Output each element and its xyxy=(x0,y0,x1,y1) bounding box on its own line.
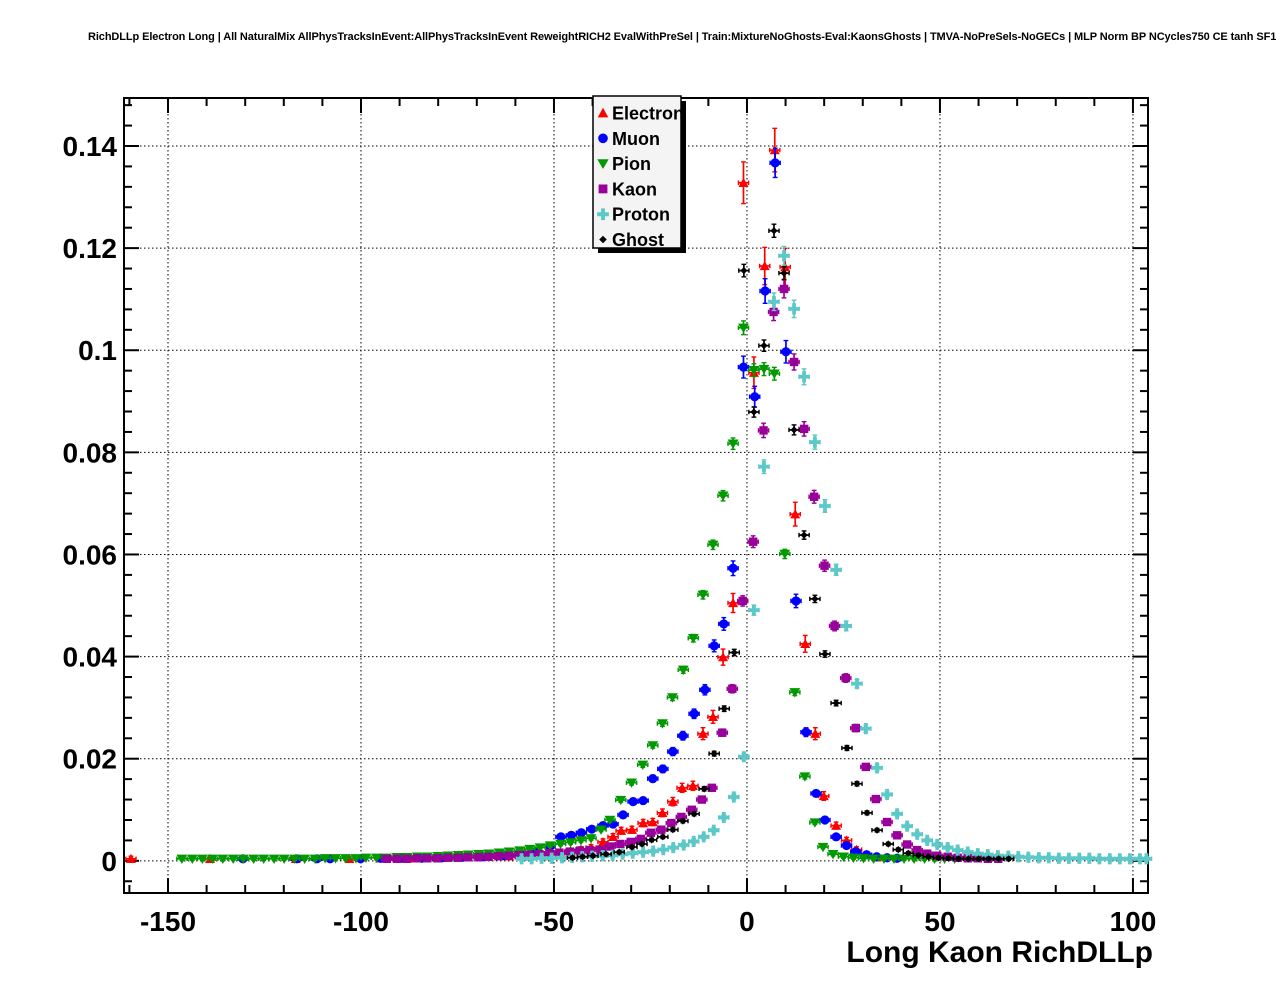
legend-entry-kaon: Kaon xyxy=(598,179,657,199)
y-tick-label: 0.06 xyxy=(63,539,118,570)
legend: Electron Muon Pion Kaon Proton Ghost xyxy=(592,95,686,253)
x-tick-label: -100 xyxy=(333,906,389,937)
x-tick-label: 100 xyxy=(1110,906,1157,937)
y-tick-label: 0.02 xyxy=(63,744,118,775)
x-tick-label: -150 xyxy=(140,906,196,937)
y-tick-label: 0.08 xyxy=(63,437,118,468)
legend-label: Electron xyxy=(612,104,684,124)
x-tick-label: 50 xyxy=(924,906,955,937)
x-tick-label: 0 xyxy=(739,906,755,937)
legend-entry-pion: Pion xyxy=(597,154,651,174)
legend-label: Kaon xyxy=(612,179,657,199)
legend-entry-muon: Muon xyxy=(598,129,660,149)
series-proton xyxy=(515,245,1153,865)
series-ghost xyxy=(566,223,1015,863)
legend-label: Pion xyxy=(612,154,651,174)
x-tick-label: -50 xyxy=(534,906,574,937)
y-tick-label: 0.14 xyxy=(63,131,118,162)
x-axis-title: Long Kaon RichDLLp xyxy=(846,936,1153,969)
y-axis-labels: 0 0.02 0.04 0.06 0.08 0.1 0.12 0.14 xyxy=(63,131,118,877)
legend-label: Muon xyxy=(612,129,660,149)
legend-entry-electron: Electron xyxy=(597,104,684,124)
y-tick-label: 0 xyxy=(101,846,117,877)
series-muon xyxy=(237,147,903,864)
legend-label: Proton xyxy=(612,205,670,225)
legend-entry-ghost: Ghost xyxy=(599,230,664,250)
y-tick-label: 0.1 xyxy=(78,335,117,366)
series-electron xyxy=(125,127,883,863)
series-kaon xyxy=(381,279,1005,863)
legend-label: Ghost xyxy=(612,230,664,250)
x-axis-labels: -150 -100 -50 0 50 100 xyxy=(140,906,1156,937)
legend-entry-proton: Proton xyxy=(597,205,670,225)
y-tick-label: 0.04 xyxy=(63,642,118,673)
plot-title: RichDLLp Electron Long | All NaturalMix … xyxy=(88,31,1276,43)
y-tick-label: 0.12 xyxy=(63,233,118,264)
series-pion xyxy=(176,320,961,864)
